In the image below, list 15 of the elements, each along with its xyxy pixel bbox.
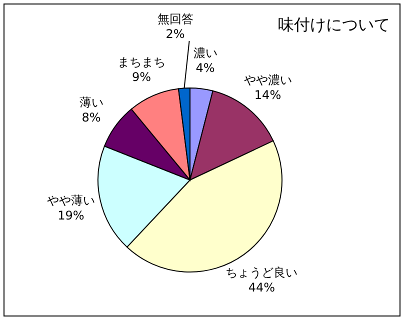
data-label: 9%	[132, 70, 152, 84]
data-label: 8%	[82, 110, 101, 124]
data-label: 44%	[248, 280, 276, 295]
data-label: 2%	[166, 26, 185, 41]
text: 味付けについて	[278, 15, 390, 34]
slice-label: 無回答	[157, 12, 194, 26]
slice-label: 濃い	[193, 46, 218, 60]
data-label: 4%	[196, 60, 215, 75]
data-label: 19%	[58, 208, 84, 223]
slice-label: 薄い	[79, 95, 104, 110]
slice-label: やや濃い	[244, 72, 292, 87]
slice-label: やや薄い	[46, 194, 95, 208]
slice-label: ちょうど良い	[226, 266, 298, 280]
data-label: 14%	[254, 88, 282, 102]
slice-label: まちまち	[118, 55, 166, 70]
